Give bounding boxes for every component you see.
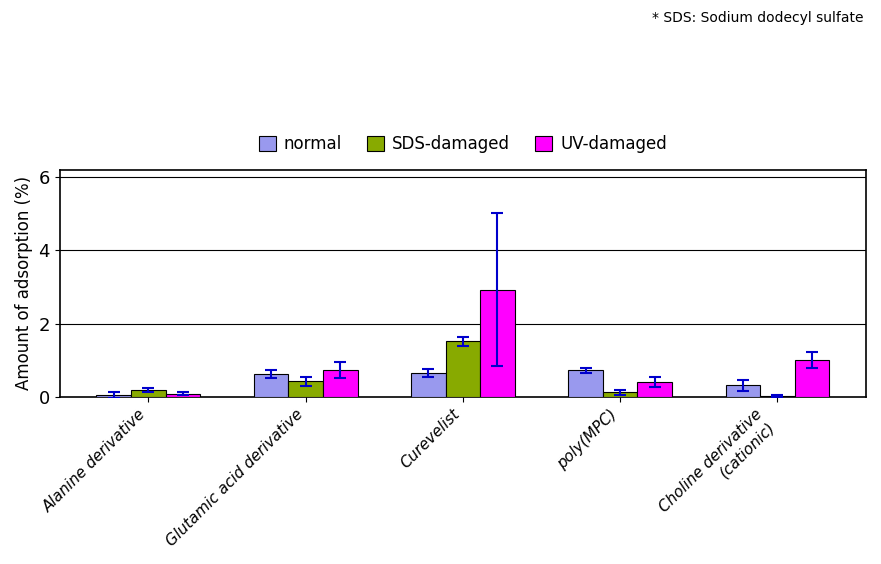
- Bar: [166, 394, 200, 397]
- Bar: [795, 360, 829, 397]
- Bar: [480, 289, 515, 397]
- Bar: [288, 381, 323, 397]
- Bar: [603, 393, 638, 397]
- Bar: [726, 385, 760, 397]
- Legend: normal, SDS-damaged, UV-damaged: normal, SDS-damaged, UV-damaged: [252, 128, 674, 160]
- Bar: [96, 395, 131, 397]
- Bar: [411, 373, 446, 397]
- Bar: [131, 390, 166, 397]
- Bar: [323, 371, 358, 397]
- Bar: [568, 371, 603, 397]
- Bar: [254, 374, 288, 397]
- Text: * SDS: Sodium dodecyl sulfate: * SDS: Sodium dodecyl sulfate: [652, 11, 863, 25]
- Bar: [446, 341, 480, 397]
- Bar: [760, 396, 795, 397]
- Bar: [638, 382, 672, 397]
- Y-axis label: Amount of adsorption (%): Amount of adsorption (%): [15, 177, 33, 390]
